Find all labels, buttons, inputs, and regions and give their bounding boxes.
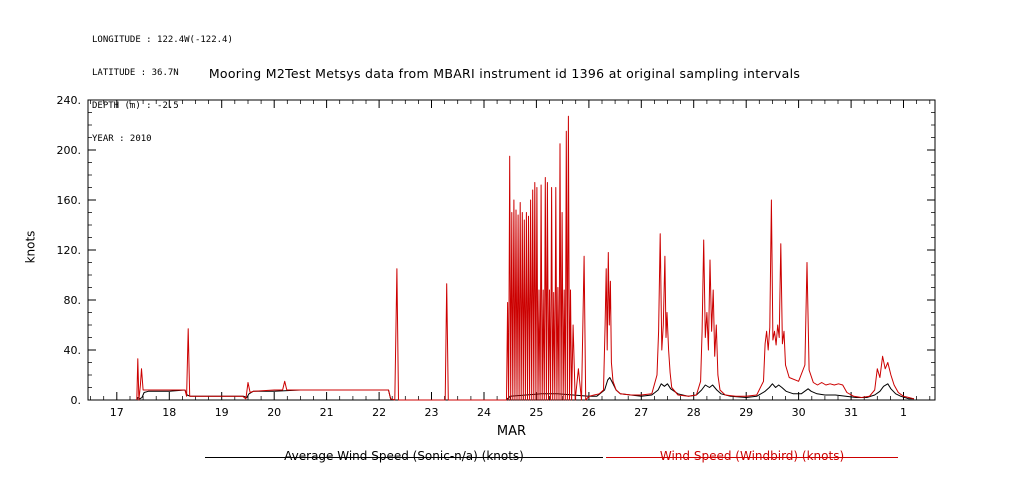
- legend-line-sonic: [205, 457, 603, 458]
- svg-text:40.: 40.: [64, 344, 82, 357]
- svg-text:20: 20: [267, 406, 281, 419]
- legend-label-sonic: Average Wind Speed (Sonic-n/a) (knots): [284, 449, 524, 463]
- legend-item-sonic: Average Wind Speed (Sonic-n/a) (knots): [205, 448, 603, 466]
- svg-text:200.: 200.: [57, 144, 82, 157]
- svg-text:19: 19: [215, 406, 229, 419]
- svg-text:30: 30: [792, 406, 806, 419]
- meta-year: YEAR : 2010: [92, 134, 152, 144]
- legend-label-windbird: Wind Speed (Windbird) (knots): [659, 449, 845, 463]
- svg-text:31: 31: [844, 406, 858, 419]
- meta-longitude: LONGITUDE : 122.4W(-122.4): [92, 35, 233, 45]
- svg-text:26: 26: [582, 406, 596, 419]
- legend-item-windbird: Wind Speed (Windbird) (knots): [606, 448, 898, 466]
- chart-title: Mooring M2Test Metsys data from MBARI in…: [208, 66, 801, 81]
- svg-text:0.: 0.: [71, 394, 82, 407]
- svg-text:21: 21: [320, 406, 334, 419]
- svg-text:80.: 80.: [64, 294, 82, 307]
- svg-text:240.: 240.: [57, 94, 82, 107]
- svg-text:160.: 160.: [57, 194, 82, 207]
- svg-text:23: 23: [425, 406, 439, 419]
- y-axis-label: knots: [23, 230, 38, 264]
- meta-depth: DEPTH (m) : -2.5: [92, 101, 179, 111]
- svg-text:27: 27: [634, 406, 648, 419]
- metadata-block: LONGITUDE : 122.4W(-122.4) LATITUDE : 36…: [92, 13, 233, 167]
- svg-text:18: 18: [162, 406, 176, 419]
- legend: Average Wind Speed (Sonic-n/a) (knots) W…: [0, 448, 1009, 468]
- svg-text:1: 1: [900, 406, 907, 419]
- svg-text:29: 29: [739, 406, 753, 419]
- svg-text:25: 25: [529, 406, 543, 419]
- meta-latitude: LATITUDE : 36.7N: [92, 68, 179, 78]
- legend-line-windbird: [606, 457, 898, 458]
- svg-text:120.: 120.: [57, 244, 82, 257]
- x-axis-label: MAR: [496, 424, 527, 439]
- svg-text:17: 17: [110, 406, 124, 419]
- svg-text:28: 28: [687, 406, 701, 419]
- svg-text:22: 22: [372, 406, 386, 419]
- svg-text:24: 24: [477, 406, 491, 419]
